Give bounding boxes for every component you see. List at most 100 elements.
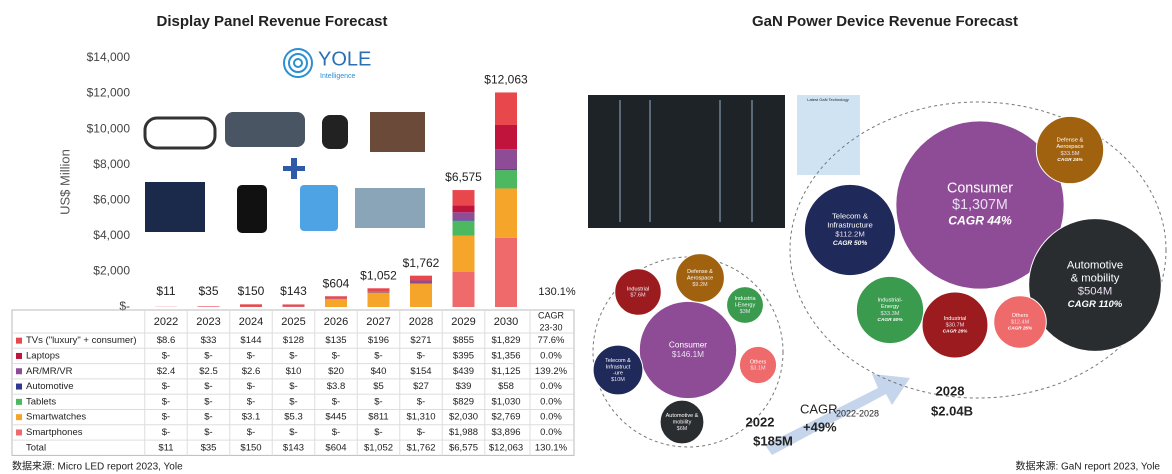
- total-label: $12,063: [484, 73, 528, 87]
- bubble-value: $504M: [1078, 285, 1112, 297]
- bubble-name: Others: [1012, 313, 1029, 319]
- table-cell: $40: [371, 366, 387, 377]
- bubble-value: $33.3M: [880, 311, 899, 317]
- y-tick-label: $10,000: [87, 121, 131, 135]
- bubble-cagr: CAGR 50%: [877, 317, 903, 323]
- table-cell: $11: [158, 442, 173, 453]
- bubble-value: $7.6M: [630, 293, 646, 299]
- bar-segment: [453, 205, 475, 212]
- bubble-name: Defense &: [687, 269, 713, 275]
- year-header: 2026: [324, 316, 348, 328]
- group-total: $2.04B: [931, 403, 973, 418]
- y-tick-label: $2,000: [93, 264, 130, 278]
- legend-swatch: [16, 384, 22, 390]
- table-cell: $-: [332, 350, 340, 361]
- bubble-value: $3.1M: [750, 366, 766, 372]
- bar-segment: [453, 221, 475, 236]
- table-cell: $128: [283, 335, 304, 346]
- table-cell: $6,575: [449, 442, 478, 453]
- bubble-cagr: CAGR 26%: [1008, 326, 1033, 331]
- bubble-value: $146.1M: [672, 350, 704, 359]
- bar-segment: [283, 304, 305, 306]
- bar-segment: [410, 276, 432, 281]
- table-cell: $-: [162, 427, 170, 438]
- table-cell: $1,762: [406, 442, 435, 453]
- bar-segment: [453, 220, 475, 221]
- legend-swatch: [16, 414, 22, 420]
- table-cell: $39: [456, 381, 472, 392]
- table-cell: $33: [201, 335, 217, 346]
- table-cell: $5: [373, 381, 384, 392]
- bubble-value: $3M: [740, 309, 751, 315]
- table-cell: $144: [240, 335, 261, 346]
- table-cell: $-: [247, 350, 255, 361]
- bar-segment: [198, 306, 220, 307]
- table-cell: $-: [247, 396, 255, 407]
- bubble-name: mobility: [673, 419, 692, 425]
- logo-sub: Intelligence: [320, 73, 356, 80]
- total-label: $1,762: [403, 256, 440, 270]
- bubble-name: Defense &: [1057, 138, 1084, 144]
- legend-swatch: [16, 353, 22, 359]
- bar-segment: [325, 299, 347, 307]
- bubble-value: $112.2M: [835, 230, 865, 239]
- bar-segment: [495, 170, 517, 188]
- year-header: 2027: [366, 316, 390, 328]
- photo-caption: Latest GaN Technology: [807, 97, 849, 102]
- bubble-name: l-Energy: [735, 302, 756, 308]
- table-cell: $2,030: [449, 412, 478, 423]
- table-cell: $1,030: [491, 396, 520, 407]
- bubble-value: $33.5M: [1060, 151, 1079, 157]
- table-cell: $143: [283, 442, 304, 453]
- footer-source: 数据来源: GaN report 2023, Yole: [1015, 460, 1160, 473]
- table-cell: $-: [204, 412, 212, 423]
- table-cell: $-: [289, 381, 297, 392]
- datacenter-photo: [588, 95, 785, 228]
- bubble-name: Infrastruct: [606, 364, 631, 370]
- bar-segment: [325, 296, 347, 298]
- monitor-image: [145, 182, 205, 232]
- bar-segment: [410, 280, 432, 283]
- cagr-header: 23-30: [539, 322, 562, 332]
- bubble-value: $10M: [611, 377, 625, 383]
- table-cell: $150: [240, 442, 261, 453]
- bubble-value: $30.7M: [946, 322, 965, 328]
- footer-source: 数据来源: Micro LED report 2023, Yole: [12, 460, 183, 473]
- bubble-name: Infrastructure: [827, 221, 873, 230]
- table-cell: $2,769: [491, 412, 520, 423]
- bubble-value: $12.4M: [1011, 319, 1030, 325]
- bubble-cagr: CAGR 24%: [1057, 157, 1083, 163]
- total-label: $1,052: [360, 268, 397, 282]
- chart-title: GaN Power Device Revenue Forecast: [752, 13, 1018, 30]
- row-label: Total: [26, 442, 46, 453]
- yole-logo: YOLE Intelligence: [284, 48, 371, 80]
- bubble-value: $6M: [677, 426, 688, 432]
- table-cell: $27: [413, 381, 429, 392]
- bubble-name: Consumer: [669, 340, 707, 349]
- group-year: 2022: [746, 414, 775, 429]
- cagr-total-label: 130.1%: [538, 286, 576, 298]
- cagr-cell: 0.0%: [540, 350, 562, 361]
- row-label: Smartwatches: [26, 412, 86, 423]
- legend-swatch: [16, 368, 22, 374]
- table-cell: $-: [204, 350, 212, 361]
- bubble-name: Telecom &: [832, 212, 869, 221]
- y-axis-title: US$ Million: [57, 149, 72, 215]
- table-cell: $-: [162, 412, 170, 423]
- table-cell: $12,063: [489, 442, 523, 453]
- table-cell: $2.6: [242, 366, 261, 377]
- table-cell: $-: [289, 396, 297, 407]
- bubble-name: Consumer: [947, 180, 1013, 196]
- bubble-name: & mobility: [1071, 273, 1120, 285]
- y-tick-label: $8,000: [93, 157, 130, 171]
- page: Display Panel Revenue Forecast GaN Power…: [0, 0, 1172, 474]
- table-cell: $-: [204, 396, 212, 407]
- bar-segment: [495, 149, 517, 169]
- cagr-cell: 0.0%: [540, 381, 562, 392]
- row-label: TVs ("luxury" + consumer): [26, 335, 136, 346]
- row-label: Smartphones: [26, 427, 83, 438]
- dashboard-image: [225, 112, 305, 147]
- table-cell: $58: [498, 381, 514, 392]
- bubble-value: $1,307M: [952, 197, 1008, 213]
- bubble-cagr: CAGR 110%: [1068, 299, 1123, 310]
